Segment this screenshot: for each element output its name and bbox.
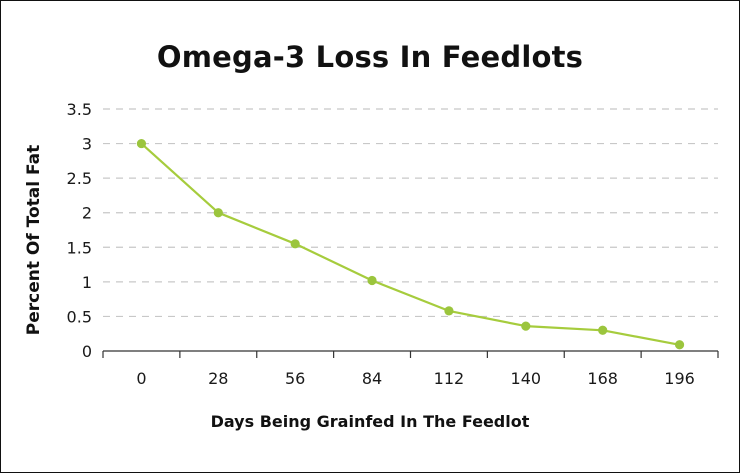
x-tick-label: 28 (208, 369, 228, 388)
data-point (444, 306, 454, 316)
x-axis-label: Days Being Grainfed In The Feedlot (210, 412, 530, 431)
x-tick-label: 168 (587, 369, 618, 388)
x-tick-label: 140 (511, 369, 542, 388)
y-tick-label: 1 (82, 273, 92, 292)
series-line (140, 142, 680, 346)
data-point (290, 239, 300, 249)
x-tick-label: 112 (434, 369, 465, 388)
x-tick-labels: 0 28 56 84 112 140 168 196 (136, 369, 694, 388)
chart-title: Omega-3 Loss In Feedlots (156, 40, 584, 74)
y-tick-label: 3 (82, 135, 92, 154)
x-tick-label: 84 (362, 369, 382, 388)
x-tick-label: 0 (136, 369, 146, 388)
y-tick-labels: 0 0.5 1 1.5 2 2.5 3 3.5 (67, 100, 92, 361)
grid-lines (103, 108, 718, 318)
data-point (598, 325, 608, 335)
data-point (674, 340, 685, 350)
y-tick-label: 0.5 (67, 307, 92, 326)
x-tick-label: 196 (664, 369, 695, 388)
data-point (521, 321, 531, 331)
series-omega3 (136, 138, 685, 350)
y-tick-label: 2.5 (67, 169, 92, 188)
y-tick-label: 2 (82, 204, 92, 223)
data-point (213, 208, 223, 218)
x-tick-label: 56 (285, 369, 305, 388)
y-tick-label: 3.5 (67, 100, 92, 119)
y-tick-label: 0 (82, 342, 92, 361)
data-point (367, 275, 377, 286)
data-point (136, 138, 147, 149)
y-tick-label: 1.5 (67, 238, 92, 257)
x-axis (102, 350, 719, 358)
